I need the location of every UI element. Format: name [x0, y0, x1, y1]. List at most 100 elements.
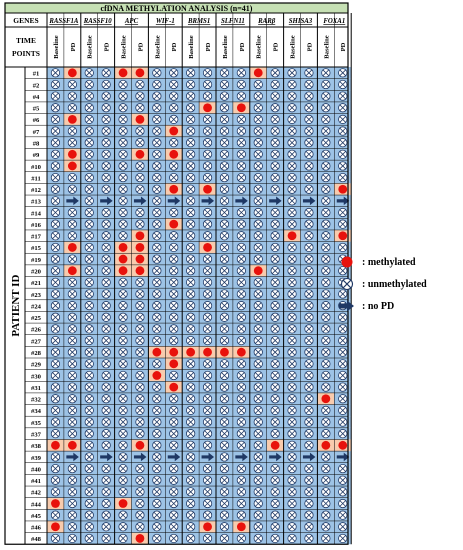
methylated-dot-icon	[203, 103, 212, 113]
unmethylated-x-mark	[86, 523, 93, 530]
unmethylated-x-mark	[322, 337, 330, 344]
unmethylated-x-mark	[271, 302, 279, 309]
unmethylated-x-mark	[153, 197, 161, 205]
unmethylated-x-mark	[255, 337, 262, 344]
unmethylated-x-mark	[322, 465, 330, 472]
unmethylated-x-mark	[136, 465, 144, 472]
unmethylated-x-mark	[136, 92, 144, 100]
no-pd-arrow-icon	[167, 452, 181, 462]
unmethylated-x-mark	[119, 325, 127, 333]
unmethylated-x-mark	[221, 174, 228, 181]
unmethylated-x-mark	[52, 127, 59, 135]
no-pd-arrow-icon	[201, 196, 215, 206]
unmethylated-x-mark	[305, 92, 313, 100]
unmethylated-x-mark	[187, 523, 194, 530]
time-point-header: PD	[104, 42, 111, 51]
unmethylated-x-mark	[136, 372, 144, 379]
unmethylated-x-mark	[271, 360, 279, 368]
unmethylated-x-mark	[136, 81, 144, 88]
unmethylated-x-mark	[339, 127, 346, 135]
unmethylated-x-mark	[271, 465, 279, 472]
unmethylated-x-mark	[153, 314, 161, 321]
unmethylated-x-mark	[339, 465, 346, 472]
unmethylated-x-mark	[288, 523, 296, 530]
unmethylated-x-mark	[255, 348, 262, 356]
unmethylated-x-mark	[119, 360, 127, 368]
unmethylated-x-mark	[136, 500, 144, 507]
unmethylated-x-mark	[102, 139, 110, 146]
unmethylated-x-mark	[322, 511, 330, 519]
unmethylated-x-mark	[69, 314, 76, 321]
unmethylated-x-mark	[52, 92, 59, 100]
unmethylated-x-mark	[102, 151, 110, 158]
time-point-header: PD	[70, 42, 77, 51]
unmethylated-x-mark	[52, 453, 59, 461]
unmethylated-x-mark	[86, 267, 93, 274]
methylated-dot-icon	[67, 114, 77, 124]
methylated-dot-icon	[67, 266, 77, 276]
unmethylated-x-mark	[136, 325, 144, 333]
time-point-header: PD	[340, 42, 347, 51]
unmethylated-x-mark	[288, 453, 296, 461]
methylated-dot-icon	[321, 394, 331, 404]
unmethylated-x-mark	[322, 69, 330, 77]
unmethylated-x-mark	[288, 186, 296, 193]
unmethylated-x-mark	[238, 511, 245, 519]
no-pd-arrow-icon	[302, 452, 316, 462]
unmethylated-x-mark	[86, 418, 93, 426]
unmethylated-x-mark	[69, 186, 76, 193]
unmethylated-x-mark	[170, 488, 177, 496]
unmethylated-x-mark	[170, 314, 177, 321]
methylated-dot-icon	[135, 231, 145, 241]
unmethylated-x-mark	[322, 302, 330, 309]
unmethylated-x-mark	[204, 139, 211, 146]
unmethylated-x-mark	[52, 430, 59, 437]
unmethylated-x-mark	[204, 69, 211, 77]
unmethylated-x-mark	[153, 325, 161, 333]
unmethylated-x-mark	[305, 314, 313, 321]
unmethylated-x-mark	[305, 430, 313, 437]
methylated-dot-icon	[220, 347, 229, 357]
unmethylated-x-mark	[86, 232, 93, 239]
unmethylated-x-mark	[102, 407, 110, 414]
unmethylated-x-mark	[339, 267, 346, 274]
methylated-dot-icon	[118, 266, 128, 276]
methylated-dot-icon	[135, 149, 145, 159]
unmethylated-x-mark	[86, 383, 93, 391]
unmethylated-x-mark	[238, 337, 245, 344]
unmethylated-x-mark	[255, 453, 262, 461]
unmethylated-x-mark	[221, 290, 228, 298]
unmethylated-x-mark	[221, 337, 228, 344]
legend-label-methylated: : methylated	[362, 256, 416, 268]
methylated-dot-icon	[253, 266, 263, 276]
unmethylated-x-mark	[170, 92, 177, 100]
unmethylated-x-mark	[221, 430, 228, 437]
unmethylated-x-mark	[305, 500, 313, 507]
unmethylated-x-mark	[271, 162, 279, 170]
unmethylated-x-mark	[69, 407, 76, 414]
time-point-header: Baseline	[154, 35, 161, 59]
methylated-dot-icon	[321, 440, 331, 450]
unmethylated-x-mark	[119, 186, 127, 193]
unmethylated-x-mark	[187, 337, 194, 344]
time-point-header: Baseline	[289, 35, 296, 59]
methylated-dot-icon	[169, 359, 179, 369]
unmethylated-x-mark	[322, 267, 330, 274]
unmethylated-x-mark	[271, 244, 279, 251]
unmethylated-x-mark	[221, 244, 228, 251]
unmethylated-x-mark	[322, 325, 330, 333]
unmethylated-x-mark	[170, 174, 177, 181]
methylated-dot-icon	[338, 231, 348, 241]
unmethylated-x-mark	[136, 360, 144, 368]
unmethylated-x-mark	[288, 127, 296, 135]
unmethylated-x-mark	[187, 325, 194, 333]
unmethylated-x-mark	[119, 465, 127, 472]
methylated-dot-icon	[336, 255, 358, 269]
unmethylated-x-mark	[187, 209, 194, 216]
unmethylated-x-mark	[153, 127, 161, 135]
unmethylated-x-mark	[305, 348, 313, 356]
unmethylated-x-mark	[322, 197, 330, 205]
unmethylated-x-mark	[221, 81, 228, 88]
unmethylated-x-mark	[52, 151, 59, 158]
unmethylated-x-mark	[322, 127, 330, 135]
